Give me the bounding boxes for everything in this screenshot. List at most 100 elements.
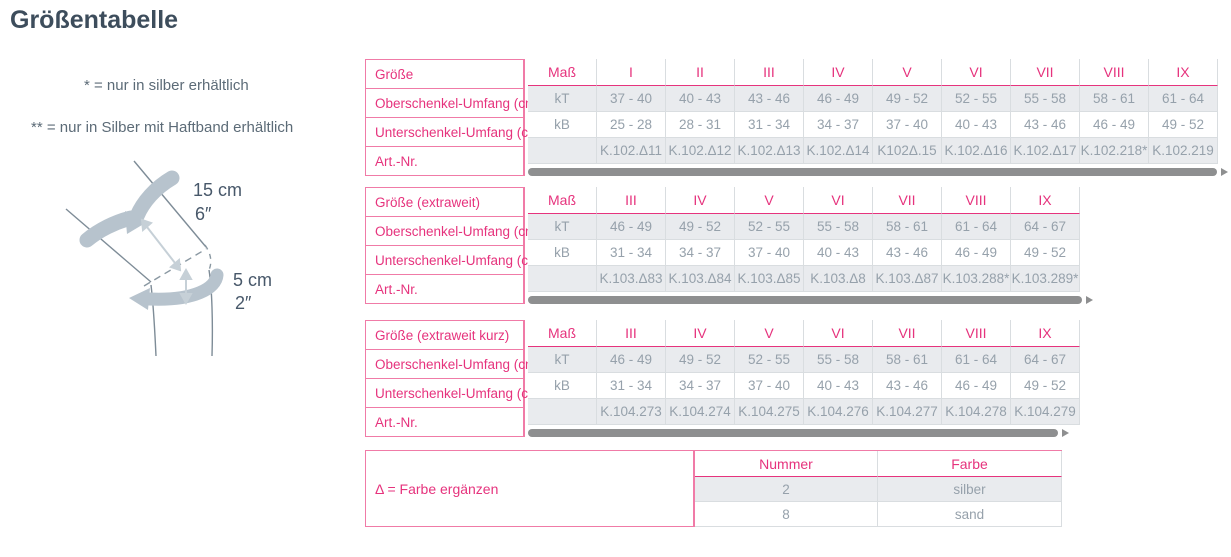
size-header-cell: VII <box>873 187 942 214</box>
row-label-column: Größe (extraweit) Oberschenkel-Umfang (cm… <box>365 187 544 304</box>
value-cell: 31 - 34 <box>597 373 666 399</box>
value-cell: 34 - 37 <box>666 373 735 399</box>
mass-cell: kB <box>528 112 597 138</box>
value-cell: 31 - 34 <box>597 240 666 266</box>
legend-grid: Nummer Farbe 2 silber 8 sand <box>695 450 1062 527</box>
value-cell: 52 - 55 <box>735 214 804 240</box>
legend-number-cell: 2 <box>695 477 878 502</box>
mass-cell <box>528 399 597 425</box>
row-label: Größe <box>366 60 523 89</box>
value-cell: 37 - 40 <box>735 373 804 399</box>
label-6in: 6″ <box>195 204 212 224</box>
size-header-cell: IV <box>804 59 873 86</box>
mass-header-cell: Maß <box>528 187 597 214</box>
value-cell: K.102.219 <box>1149 138 1218 164</box>
value-cell: K.103.Δ83 <box>597 266 666 292</box>
value-cell: 34 - 37 <box>666 240 735 266</box>
size-header-cell: III <box>735 59 804 86</box>
value-cell: K.103.Δ8 <box>804 266 873 292</box>
footnote-silver-haftband: ** = nur in Silber mit Haftband erhältli… <box>31 119 294 136</box>
value-cell: 43 - 46 <box>1011 112 1080 138</box>
value-cell: 40 - 43 <box>804 373 873 399</box>
value-cell: K.104.279 <box>1011 399 1080 425</box>
horizontal-scrollbar <box>528 428 1080 437</box>
row-label: Oberschenkel-Umfang (cm) <box>366 350 541 379</box>
value-cell: 55 - 58 <box>804 214 873 240</box>
legend-col-farbe: Farbe <box>878 451 1062 477</box>
legend-header-row: Nummer Farbe <box>695 450 1062 477</box>
size-table-extraweit: Größe (extraweit) Oberschenkel-Umfang (cm… <box>365 187 1093 304</box>
value-cell: 37 - 40 <box>735 240 804 266</box>
row-label: Oberschenkel-Umfang (cm) <box>366 217 541 246</box>
scroll-right-arrow-icon[interactable] <box>1062 428 1069 437</box>
legend-color-cell: silber <box>878 477 1062 502</box>
mass-cell: kB <box>528 373 597 399</box>
row-label: Unterschenkel-Umfang (cm) <box>366 246 544 275</box>
size-header-cell: II <box>666 59 735 86</box>
value-cell: K.102.Δ14 <box>804 138 873 164</box>
color-legend-table: Δ = Farbe ergänzen Nummer Farbe 2 silber… <box>365 450 1062 527</box>
scroll-right-arrow-icon[interactable] <box>1221 167 1228 176</box>
value-cell: 25 - 28 <box>597 112 666 138</box>
label-15cm: 15 cm <box>193 180 242 200</box>
value-cell: K.103.Δ87 <box>873 266 942 292</box>
value-cell: 61 - 64 <box>942 347 1011 373</box>
value-cell: K102Δ.15 <box>873 138 942 164</box>
value-cell: 46 - 49 <box>942 240 1011 266</box>
value-cell: K.103.Δ85 <box>735 266 804 292</box>
horizontal-scrollbar <box>528 295 1093 304</box>
value-cell: K.103.288* <box>942 266 1011 292</box>
value-cell: 46 - 49 <box>804 86 873 112</box>
value-cell: K.102.Δ13 <box>735 138 804 164</box>
row-label: Größe (extraweit kurz) <box>366 321 523 350</box>
value-cell: 43 - 46 <box>873 373 942 399</box>
value-cell: 49 - 52 <box>873 86 942 112</box>
value-cell: K.102.218* <box>1080 138 1149 164</box>
value-cell: 43 - 46 <box>735 86 804 112</box>
legend-delta-label: Δ = Farbe ergänzen <box>375 480 499 497</box>
scrollbar-thumb[interactable] <box>528 295 1082 304</box>
value-cell: K.104.274 <box>666 399 735 425</box>
scroll-right-arrow-icon[interactable] <box>1086 295 1093 304</box>
scrollbar-thumb[interactable] <box>528 167 1217 176</box>
value-cell: 52 - 55 <box>942 86 1011 112</box>
value-cell: 28 - 31 <box>666 112 735 138</box>
size-header-cell: IX <box>1011 320 1080 347</box>
scrollbar-thumb[interactable] <box>528 428 1058 437</box>
value-cell: K.104.276 <box>804 399 873 425</box>
band-arrowhead-calf <box>129 288 150 310</box>
size-header-cell: VI <box>804 320 873 347</box>
value-cell: 58 - 61 <box>1080 86 1149 112</box>
mass-header-cell: Maß <box>528 320 597 347</box>
value-cell: 49 - 52 <box>666 347 735 373</box>
row-label: Unterschenkel-Umfang (cm) <box>366 118 544 147</box>
size-header-cell: III <box>597 320 666 347</box>
row-label: Art.-Nr. <box>375 414 418 430</box>
data-column: Maß III IV V VI VII VIII IX kT 46 - 49 49 - 52 52 -… <box>528 320 1080 437</box>
footnote-silver: * = nur in silber erhältlich <box>84 77 249 94</box>
legend-row-silber: 2 silber <box>695 477 1062 502</box>
row-label: Art.-Nr. <box>375 153 418 169</box>
size-header-cell: VI <box>942 59 1011 86</box>
size-header-cell: IV <box>666 320 735 347</box>
mass-cell: kT <box>528 347 597 373</box>
size-header-cell: V <box>735 187 804 214</box>
mass-cell: kB <box>528 240 597 266</box>
value-cell: 58 - 61 <box>873 347 942 373</box>
value-cell: 43 - 46 <box>873 240 942 266</box>
value-cell: K.102.Δ16 <box>942 138 1011 164</box>
value-cell: 40 - 43 <box>666 86 735 112</box>
value-cell: 64 - 67 <box>1011 347 1080 373</box>
value-cell: 55 - 58 <box>804 347 873 373</box>
row-label: Unterschenkel-Umfang (cm) <box>366 379 544 408</box>
measurement-grid: Maß III IV V VI VII VIII IX kT 46 - 49 49 - 52 52 -… <box>528 187 1093 292</box>
page-title: Größentabelle <box>10 6 179 34</box>
value-cell: 52 - 55 <box>735 347 804 373</box>
distance-arrows <box>140 218 193 306</box>
size-header-cell: IX <box>1011 187 1080 214</box>
row-label: Größe (extraweit) <box>366 188 523 217</box>
value-cell: 40 - 43 <box>804 240 873 266</box>
size-header-cell: VIII <box>1080 59 1149 86</box>
size-header-cell: VI <box>804 187 873 214</box>
